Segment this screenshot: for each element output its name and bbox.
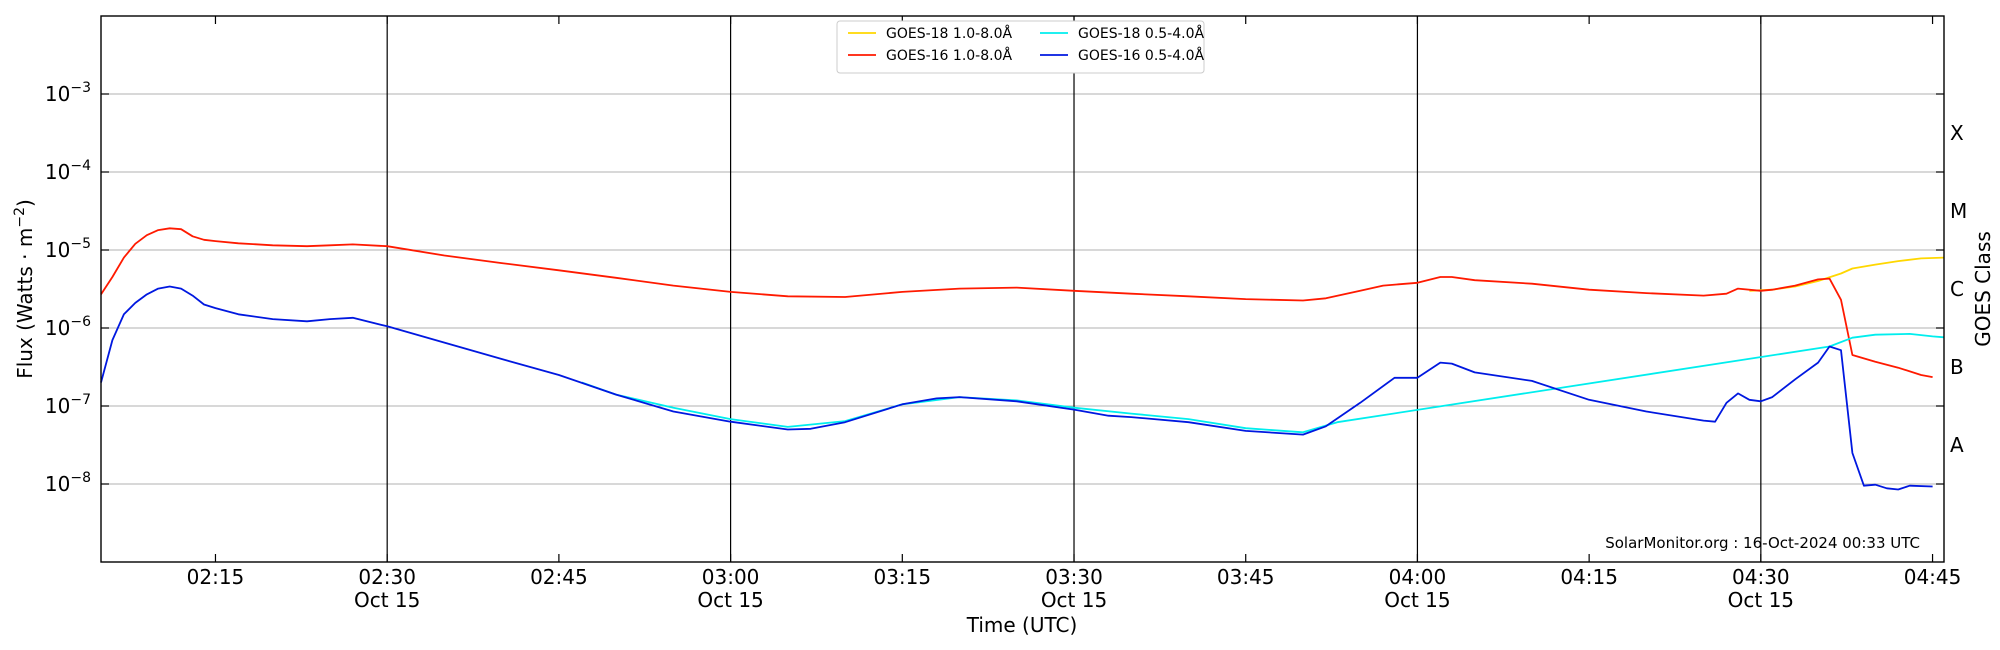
x-tick-label: 03:15 bbox=[873, 565, 931, 589]
goes-class-labels: A B C M X bbox=[1950, 121, 1967, 457]
y-axis-title: Flux (Watts · m−2) bbox=[12, 199, 37, 379]
x-axis-title: Time (UTC) bbox=[966, 613, 1078, 637]
y-axis-ticks: 10−8 10−7 10−6 10−5 10−4 10−3 bbox=[45, 80, 1944, 496]
x-tick-label: 03:45 bbox=[1217, 565, 1275, 589]
x-tick-label: 04:00 bbox=[1389, 565, 1447, 589]
x-tick-date-label: Oct 15 bbox=[697, 588, 763, 612]
y-axis-title-close: ) bbox=[13, 199, 37, 207]
x-tick-date-label: Oct 15 bbox=[1041, 588, 1107, 612]
y-tick-label: 10−8 bbox=[45, 470, 91, 496]
y-tick-label: 10−7 bbox=[45, 392, 91, 418]
plot-frame bbox=[100, 15, 1945, 563]
x-tick-date-label: Oct 15 bbox=[354, 588, 420, 612]
x-tick-label: 04:45 bbox=[1904, 565, 1962, 589]
goes-class-label: A bbox=[1950, 433, 1964, 457]
y-tick-label: 10−3 bbox=[45, 80, 91, 106]
y-tick-label: 10−5 bbox=[45, 236, 91, 262]
x-tick-date-label: Oct 15 bbox=[1384, 588, 1450, 612]
legend-label: GOES-16 0.5-4.0Å bbox=[1078, 47, 1204, 64]
goes-class-label: C bbox=[1950, 277, 1964, 301]
x-tick-label: 02:15 bbox=[187, 565, 245, 589]
right-axis-title: GOES Class bbox=[1971, 231, 1995, 347]
legend-label: GOES-16 1.0-8.0Å bbox=[886, 47, 1012, 64]
x-tick-label: 02:30 bbox=[358, 565, 416, 589]
y-axis-title-exponent: −2 bbox=[12, 207, 28, 228]
legend: GOES-18 1.0-8.0Å GOES-18 0.5-4.0Å GOES-16 … bbox=[836, 20, 1205, 74]
series-line-goes-16-0-5-4-0- bbox=[100, 285, 1933, 491]
x-tick-label: 04:15 bbox=[1560, 565, 1618, 589]
x-tick-label: 03:00 bbox=[702, 565, 760, 589]
series-lines bbox=[100, 227, 1945, 491]
goes-class-label: X bbox=[1950, 121, 1964, 145]
goes-class-label: M bbox=[1950, 199, 1967, 223]
y-tick-label: 10−4 bbox=[45, 158, 91, 184]
x-tick-label: 02:45 bbox=[530, 565, 588, 589]
y-tick-label: 10−6 bbox=[45, 314, 91, 340]
x-tick-label: 03:30 bbox=[1045, 565, 1103, 589]
series-line-goes-18-0-5-4-0- bbox=[581, 333, 1945, 434]
x-tick-date-label: Oct 15 bbox=[1728, 588, 1794, 612]
legend-box bbox=[836, 20, 1205, 74]
legend-label: GOES-18 1.0-8.0Å bbox=[886, 25, 1012, 42]
x-tick-label: 04:30 bbox=[1732, 565, 1790, 589]
goes-class-label: B bbox=[1950, 355, 1964, 379]
y-axis-title-main: Flux (Watts · m bbox=[13, 228, 37, 379]
legend-label: GOES-18 0.5-4.0Å bbox=[1078, 25, 1204, 42]
credit-text: SolarMonitor.org : 16-Oct-2024 00:33 UTC bbox=[1605, 534, 1920, 552]
series-line-goes-16-1-0-8-0- bbox=[100, 227, 1933, 378]
